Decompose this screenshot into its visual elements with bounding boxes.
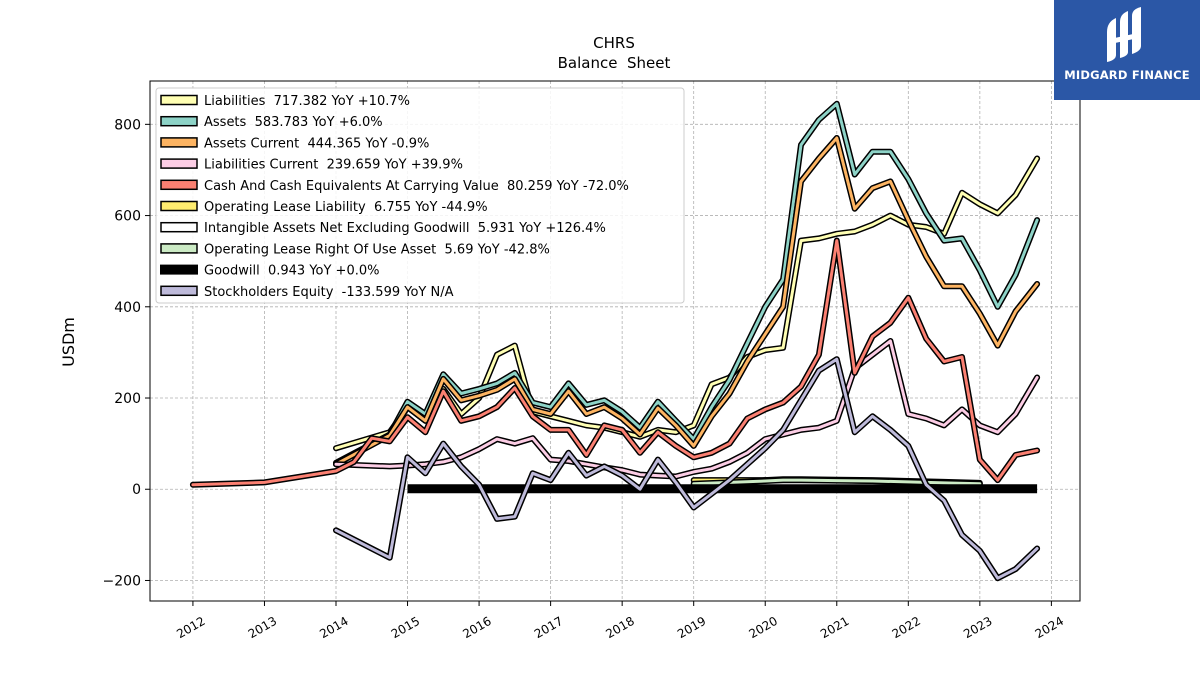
x-tick-label: 2020 (747, 614, 780, 641)
x-tick-label: 2024 (1033, 614, 1066, 641)
x-tick-label: 2022 (890, 614, 923, 641)
x-tick-label: 2016 (460, 614, 493, 641)
legend-label: Operating Lease Right Of Use Asset 5.69 … (204, 242, 550, 257)
midgard-finance-logo: MIDGARD FINANCE (1054, 0, 1200, 100)
legend-item: Goodwill 0.943 YoY +0.0% (160, 264, 379, 279)
y-axis-label: USDm (59, 317, 78, 367)
legend: Liabilities 717.382 YoY +10.7% Assets 583… (155, 87, 685, 304)
x-tick-label: 2021 (818, 614, 851, 641)
x-tick-label: 2014 (317, 614, 350, 641)
series-line (191, 239, 1039, 487)
legend-label: Intangible Assets Net Excluding Goodwill… (204, 221, 606, 236)
legend-label: Assets 583.783 YoY +6.0% (204, 115, 383, 130)
y-tick-label: 800 (114, 117, 141, 133)
chart-subtitle: Balance Sheet (558, 54, 671, 72)
y-tick-label: 400 (114, 300, 141, 316)
legend-label: Liabilities 717.382 YoY +10.7% (204, 94, 410, 109)
x-tick-label: 2018 (603, 614, 636, 641)
x-tick-label: 2019 (675, 614, 708, 641)
legend-item: Liabilities 717.382 YoY +10.7% (160, 94, 410, 109)
legend-label: Goodwill 0.943 YoY +0.0% (204, 264, 379, 279)
legend-swatch (160, 285, 198, 297)
series-stockholders-equity (333, 356, 1041, 582)
legend-item: Liabilities Current 239.659 YoY +39.9% (160, 158, 463, 173)
legend-swatch (160, 243, 198, 254)
legend-item: Stockholders Equity -133.599 YoY N/A (160, 285, 454, 300)
x-tick-label: 2017 (532, 614, 565, 641)
x-tick-label: 2013 (246, 614, 279, 641)
legend-swatch (160, 264, 198, 275)
series-line (334, 136, 1039, 466)
legend-swatch (160, 221, 198, 233)
legend-box (155, 87, 685, 304)
legend-label: Operating Lease Liability 6.755 YoY -44.… (204, 200, 488, 215)
x-tick-label: 2023 (961, 614, 994, 641)
y-tick-label: 600 (114, 209, 141, 225)
x-tick-label: 2012 (174, 614, 207, 641)
series-line (334, 357, 1039, 580)
series-liabilities-current (333, 338, 1041, 480)
legend-item: Assets Current 444.365 YoY -0.9% (160, 136, 429, 151)
plot-frame (149, 80, 1081, 602)
legend-item: Cash And Cash Equivalents At Carrying Va… (160, 179, 629, 194)
legend-label: Liabilities Current 239.659 YoY +39.9% (204, 158, 463, 173)
series-assets (333, 100, 1041, 466)
y-tick-label: 0 (132, 482, 141, 498)
x-tick-label: 2015 (389, 614, 422, 641)
legend-item: Operating Lease Right Of Use Asset 5.69 … (160, 242, 550, 257)
legend-swatch (160, 200, 198, 212)
y-tick-label: 200 (114, 391, 141, 407)
logo-text: MIDGARD FINANCE (1064, 68, 1190, 82)
logo-mark-icon (1107, 7, 1141, 62)
series-operating-lease-right-of-use-asset (690, 477, 983, 487)
series-line (334, 102, 1039, 465)
legend-swatch (160, 137, 198, 148)
series-line (334, 339, 1039, 478)
legend-item: Operating Lease Liability 6.755 YoY -44.… (160, 200, 488, 215)
series-layer (189, 100, 1041, 582)
legend-swatch (160, 94, 198, 106)
y-tick-label: −200 (103, 573, 141, 589)
series-cash-and-cash-equivalents-at-carrying-value (189, 237, 1041, 488)
legend-swatch (160, 179, 198, 191)
legend-item: Assets 583.783 YoY +6.0% (160, 115, 383, 130)
legend-label: Assets Current 444.365 YoY -0.9% (204, 136, 429, 151)
legend-label: Cash And Cash Equivalents At Carrying Va… (204, 179, 629, 194)
legend-swatch (160, 158, 198, 169)
legend-item: Intangible Assets Net Excluding Goodwill… (160, 221, 606, 236)
series-assets-current (333, 135, 1041, 468)
chart-title: CHRS (593, 34, 635, 52)
legend-swatch (160, 115, 198, 127)
legend-label: Stockholders Equity -133.599 YoY N/A (204, 285, 454, 300)
